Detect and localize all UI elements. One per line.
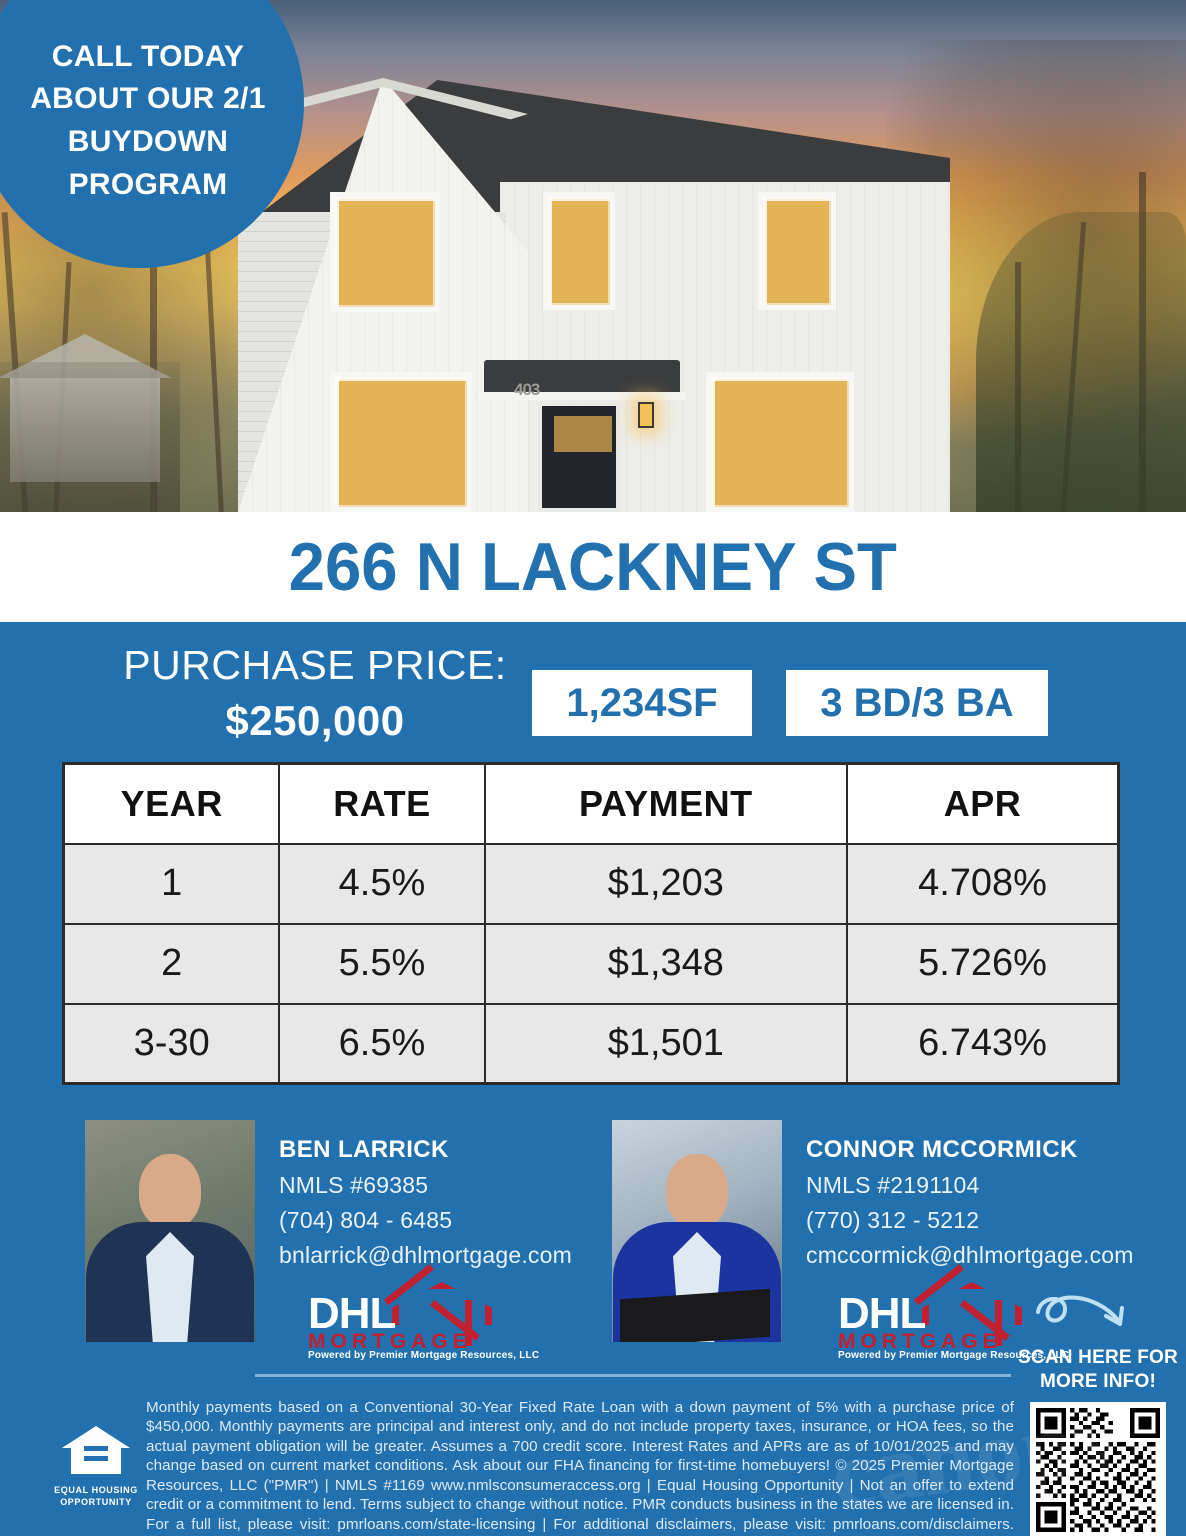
window (330, 372, 472, 512)
table-header-row: YEAR RATE PAYMENT APR (62, 762, 1120, 845)
window (758, 192, 836, 310)
loan-officers: BEN LARRICK NMLS #69385 (704) 804 - 6485… (0, 1120, 1186, 1370)
window (330, 192, 440, 312)
cell-rate: 4.5% (278, 842, 486, 925)
table-row: 1 4.5% $1,203 4.708% (62, 842, 1120, 925)
table-row: 2 5.5% $1,348 5.726% (62, 922, 1120, 1005)
cell-payment: $1,501 (483, 1002, 849, 1085)
logo-powered-by: Powered by Premier Mortgage Resources, L… (838, 1350, 1070, 1361)
page-title: 266 N LACKNEY ST (288, 529, 898, 605)
porch-lantern-icon (638, 402, 654, 428)
logo-subtext: MORTGAGE (838, 1330, 1002, 1353)
logo-powered-by: Powered by Premier Mortgage Resources, L… (308, 1350, 540, 1361)
promo-badge-line2: ABOUT OUR 2/1 (30, 82, 266, 116)
tree-trunk (150, 182, 157, 512)
cell-year: 3-30 (62, 1002, 281, 1085)
cell-payment: $1,203 (483, 842, 849, 925)
eho-label-line1: EQUAL HOUSING (54, 1485, 138, 1495)
logo-wordmark: DHL (308, 1289, 396, 1338)
porch-roof (478, 360, 686, 400)
cell-year: 2 (62, 922, 281, 1005)
rate-table: YEAR RATE PAYMENT APR 1 4.5% $1,203 4.70… (62, 762, 1120, 1085)
cell-payment: $1,348 (483, 922, 849, 1005)
column-header-payment: PAYMENT (483, 762, 849, 845)
avatar (85, 1120, 255, 1342)
eho-label-line2: OPPORTUNITY (60, 1496, 132, 1507)
loan-officer-card: BEN LARRICK NMLS #69385 (704) 804 - 6485… (85, 1120, 572, 1342)
details-section: PURCHASE PRICE: $250,000 1,234SF 3 BD/3 … (0, 622, 1186, 1536)
officer-email[interactable]: bnlarrick@dhlmortgage.com (279, 1242, 572, 1268)
officer-phone[interactable]: (704) 804 - 6485 (279, 1207, 453, 1233)
cell-rate: 6.5% (278, 1002, 486, 1085)
dhl-mortgage-logo: DHL MORTGAGE Powered by Premier Mortgage… (838, 1264, 1069, 1361)
promo-badge-line4: PROGRAM (68, 167, 228, 201)
purchase-price-label: PURCHASE PRICE: (123, 642, 507, 688)
equal-housing-icon (62, 1426, 130, 1474)
address-band: 266 N LACKNEY ST (0, 512, 1186, 622)
front-door (538, 402, 620, 512)
avatar (612, 1120, 782, 1342)
cell-apr: 4.708% (846, 842, 1120, 925)
price-row: PURCHASE PRICE: $250,000 1,234SF 3 BD/3 … (0, 636, 1186, 756)
cell-rate: 5.5% (278, 922, 486, 1005)
main-house: 403 (238, 42, 950, 512)
loan-officer-card: CONNOR MCCORMICK NMLS #2191104 (770) 312… (612, 1120, 1134, 1342)
logo-subtext: MORTGAGE (308, 1330, 472, 1353)
cell-year: 1 (62, 842, 281, 925)
purchase-price-block: PURCHASE PRICE: $250,000 (110, 642, 520, 745)
column-header-year: YEAR (62, 762, 281, 845)
house-number: 403 (514, 380, 540, 399)
house-outline-icon (383, 1264, 480, 1346)
table-row: 3-30 6.5% $1,501 6.743% (62, 1002, 1120, 1085)
promo-badge-line1: CALL TODAY (51, 39, 245, 73)
property-photo: 403 CALL TODAY ABOUT OUR 2/1 BUYDOWN PRO… (0, 0, 1186, 512)
cell-apr: 6.743% (846, 1002, 1120, 1085)
qr-code[interactable] (1030, 1402, 1166, 1536)
beds-baths-badge: 3 BD/3 BA (786, 670, 1048, 736)
window (706, 372, 854, 512)
hedge-right (976, 212, 1186, 512)
sqft-badge: 1,234SF (532, 670, 752, 736)
purchase-price-value: $250,000 (225, 697, 405, 744)
promo-badge-line3: BUYDOWN (67, 125, 229, 158)
curved-arrow-icon (1036, 1295, 1124, 1326)
officer-name: BEN LARRICK (279, 1136, 449, 1163)
officer-nmls: NMLS #2191104 (806, 1172, 980, 1198)
cell-apr: 5.726% (846, 922, 1120, 1005)
equal-housing-logo: EQUAL HOUSING OPPORTUNITY (48, 1424, 144, 1508)
officer-phone[interactable]: (770) 312 - 5212 (806, 1207, 980, 1233)
logo-wordmark: DHL (838, 1289, 926, 1338)
scan-label-line1: SCAN HERE FOR (1018, 1347, 1178, 1368)
hedge-left (0, 362, 180, 512)
disclaimer-text: Monthly payments based on a Conventional… (146, 1399, 1014, 1536)
window (543, 192, 615, 310)
footer-divider (255, 1374, 1011, 1377)
officer-nmls: NMLS #69385 (279, 1172, 429, 1198)
officer-name: CONNOR MCCORMICK (806, 1136, 1078, 1163)
column-header-rate: RATE (278, 762, 486, 845)
column-header-apr: APR (846, 762, 1120, 845)
qr-code-image (1036, 1408, 1160, 1532)
house-outline-icon (913, 1264, 1010, 1346)
officer-email[interactable]: cmccormick@dhlmortgage.com (806, 1242, 1134, 1268)
dhl-mortgage-logo: DHL MORTGAGE Powered by Premier Mortgage… (308, 1264, 539, 1361)
scan-label-line2: MORE INFO! (1040, 1370, 1156, 1392)
